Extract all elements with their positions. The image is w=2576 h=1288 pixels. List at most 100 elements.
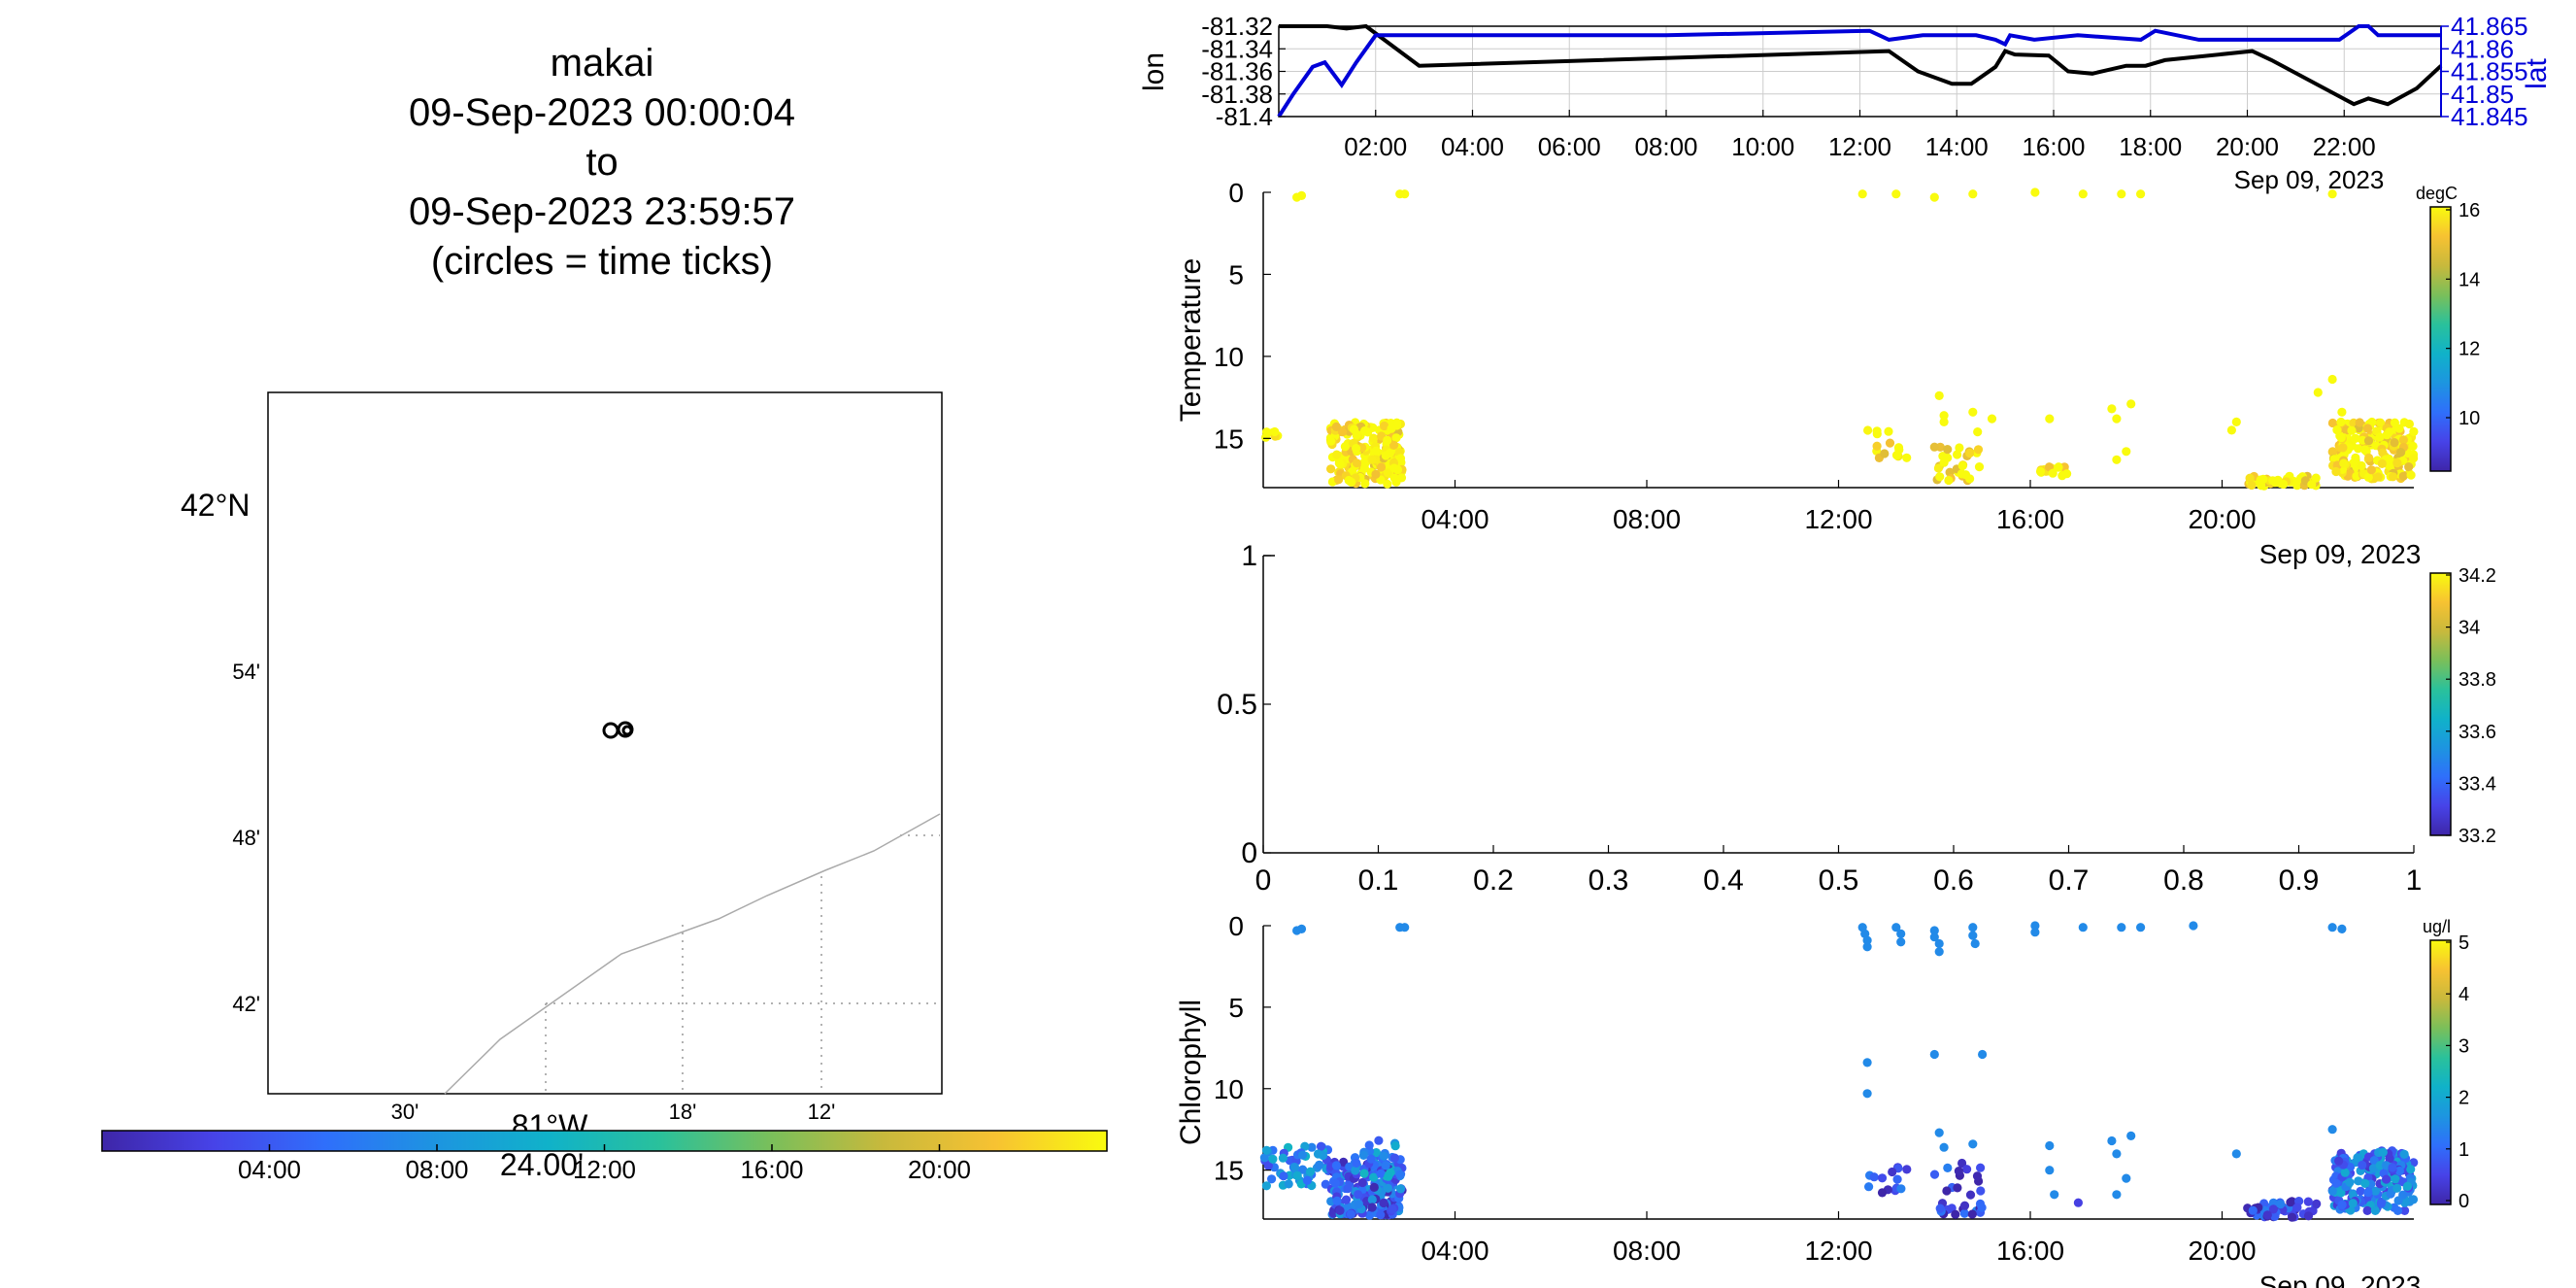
y2-axis-label: lat <box>2521 57 2553 88</box>
data-point <box>2336 417 2346 427</box>
data-point <box>1896 929 1906 939</box>
x-tick-label: 12:00 <box>1804 1236 1872 1266</box>
data-point <box>1383 479 1392 489</box>
data-point <box>2406 1165 2416 1174</box>
data-point <box>1261 1145 1272 1155</box>
x-tick-label: 20:00 <box>2216 132 2279 161</box>
track-circle <box>621 725 633 736</box>
data-point <box>2231 1149 2241 1159</box>
data-point <box>1297 1150 1308 1160</box>
data-point <box>2189 921 2198 931</box>
time-colorbar-ticks: 04:00 08:00 12:00 16:00 20:00 <box>238 1144 971 1184</box>
data-point <box>1315 1160 1324 1169</box>
data-point <box>2345 1177 2355 1187</box>
time-colorbar-tick-label: 04:00 <box>238 1155 301 1184</box>
map-title-line: (circles = time ticks) <box>430 240 774 283</box>
data-point <box>2045 414 2055 424</box>
data-point <box>1935 472 1945 482</box>
data-point <box>1929 1169 1940 1179</box>
data-point <box>2136 189 2146 199</box>
y-tick-label: 5 <box>1228 259 1244 289</box>
data-point <box>1869 1172 1879 1182</box>
y-tick-label: 0.5 <box>1217 689 1257 721</box>
map-lat-label: 42' <box>232 992 260 1016</box>
data-point <box>2334 1156 2344 1166</box>
map-lon-label: 18' <box>669 1100 697 1124</box>
data-point <box>2136 923 2146 932</box>
data-point <box>1934 390 1944 400</box>
data-point <box>1313 1149 1323 1159</box>
data-point <box>1366 1154 1376 1164</box>
data-point <box>1939 417 1949 426</box>
data-point <box>2385 427 2394 437</box>
data-point <box>1340 442 1350 452</box>
data-point <box>2288 1212 2297 1222</box>
data-point <box>1326 436 1336 446</box>
map-lon-label: 30' <box>391 1100 419 1124</box>
data-point <box>1298 1165 1308 1174</box>
data-point <box>2107 404 2117 414</box>
data-point <box>1857 189 1867 199</box>
lon-line <box>1279 23 2443 107</box>
data-point <box>2398 435 2408 445</box>
data-point <box>1335 1205 1345 1215</box>
y-tick-label: -81.32 <box>1201 12 1273 41</box>
data-point <box>2112 1190 2122 1200</box>
data-point <box>1296 190 1307 200</box>
data-point <box>1383 435 1392 445</box>
data-point <box>1354 1200 1363 1209</box>
y-axis-label: Chlorophyll <box>1175 1000 1207 1145</box>
y-tick-label: -81.4 <box>1216 102 1273 131</box>
data-point <box>1929 932 1939 942</box>
y-tick-label: 15 <box>1214 1156 1244 1186</box>
data-point <box>2378 448 2388 458</box>
x-tick-label: 0.9 <box>2279 864 2320 897</box>
data-point <box>2355 418 2364 427</box>
coastline <box>444 813 941 1095</box>
data-point <box>1968 407 1978 417</box>
colorbar <box>2429 206 2452 472</box>
data-point <box>1884 426 1893 436</box>
x-tick-label: 0.2 <box>1473 864 1514 897</box>
data-point <box>2057 471 2067 481</box>
colorbar-tick-label: 33.6 <box>2459 722 2496 743</box>
colorbar-tick-label: 33.4 <box>2459 773 2496 795</box>
data-point <box>2408 1195 2419 1204</box>
data-point <box>1383 468 1392 478</box>
data-point <box>1389 1153 1399 1163</box>
data-point <box>1261 427 1272 437</box>
data-point <box>1332 1196 1342 1205</box>
data-point <box>1880 449 1890 458</box>
data-point <box>2327 1186 2337 1196</box>
data-point <box>2045 1140 2055 1151</box>
data-point <box>1959 1201 1970 1210</box>
x-tick-label: 18:00 <box>2119 132 2182 161</box>
data-point <box>1957 1158 1967 1169</box>
data-point <box>2337 924 2347 934</box>
data-point <box>1896 937 1906 947</box>
data-point <box>1934 1128 1944 1137</box>
data-point <box>1953 1183 1962 1193</box>
data-point <box>2409 426 2419 436</box>
map-frame <box>267 391 943 1095</box>
data-point <box>1360 479 1370 489</box>
x-tick-label: 0.5 <box>1819 864 1859 897</box>
data-point <box>2404 462 2414 472</box>
data-point <box>2030 928 2040 937</box>
colorbar-tick-label: 16 <box>2459 200 2480 221</box>
x-tick-label: 12:00 <box>1828 132 1891 161</box>
data-point <box>1379 1151 1388 1161</box>
data-point <box>2226 425 2236 435</box>
x-tick-label: 0.8 <box>2163 864 2204 897</box>
y2-tick-label: 41.845 <box>2451 102 2528 131</box>
data-point <box>1374 1135 1384 1145</box>
x-tick-label: 0.7 <box>2049 864 2090 897</box>
data-point <box>2396 448 2406 458</box>
data-point <box>2112 414 2122 424</box>
data-point <box>2398 471 2408 481</box>
data-point <box>1357 1177 1367 1188</box>
data-point <box>1371 1148 1381 1158</box>
data-point <box>1872 441 1882 451</box>
y-axis-label: Temperature <box>1175 258 1207 422</box>
